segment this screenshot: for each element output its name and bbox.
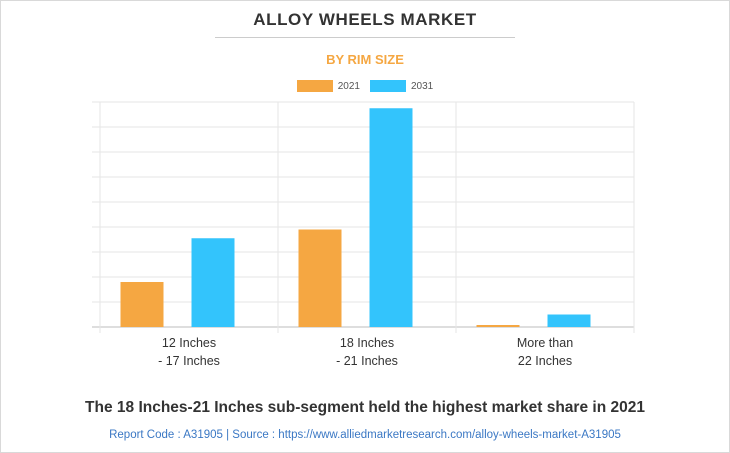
legend-item-2031[interactable]: 2031	[370, 80, 433, 92]
chart-caption: The 18 Inches-21 Inches sub-segment held…	[85, 399, 645, 416]
x-tick-label-line: 22 Inches	[517, 354, 573, 368]
legend-item-2021[interactable]: 2021	[296, 80, 360, 92]
bar-2031-2[interactable]	[547, 314, 591, 328]
bar-2021-2[interactable]	[476, 325, 520, 327]
bar-2031-1[interactable]	[369, 108, 413, 327]
source-line[interactable]: Report Code : A31905 | Source : https://…	[109, 429, 621, 441]
chart-subtitle: BY RIM SIZE	[326, 52, 404, 67]
legend-label-2021: 2021	[337, 80, 360, 92]
x-tick-label-line: 18 Inches	[339, 336, 395, 350]
bar-2031-0[interactable]	[191, 238, 235, 327]
x-tick-label: 18 Inches - 21 Inches	[292, 334, 442, 370]
chart-title: ALLOY WHEELS MARKET	[253, 10, 477, 29]
x-tick-label-line: More than	[516, 336, 574, 350]
x-tick-label-line: - 17 Inches	[158, 354, 220, 368]
x-tick-label-line: 12 Inches	[161, 336, 217, 350]
x-tick-label-line: - 21 Inches	[336, 354, 398, 368]
legend-swatch-2021	[296, 80, 333, 92]
bar-2021-0[interactable]	[120, 282, 164, 327]
x-tick-label: More than 22 Inches	[470, 334, 620, 370]
bar-2021-1[interactable]	[298, 229, 342, 328]
title-divider	[215, 37, 515, 38]
legend-label-2031: 2031	[411, 80, 434, 92]
legend: 2021 2031	[0, 80, 730, 92]
legend-swatch-2031	[370, 80, 406, 92]
x-tick-label: 12 Inches - 17 Inches	[114, 334, 264, 370]
